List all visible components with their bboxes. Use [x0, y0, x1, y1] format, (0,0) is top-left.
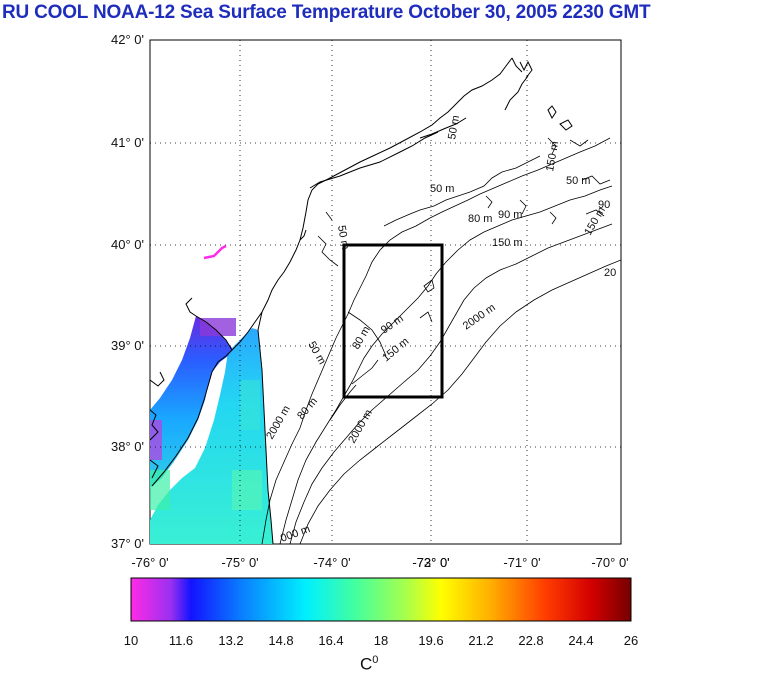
contour-label: 50 m — [566, 175, 590, 187]
colorbar-unit: C0 — [360, 654, 378, 675]
coastline — [150, 57, 573, 544]
longitude-labels: -76° 0' -75° 0' -74° 0' -73° 0' -72° 0' … — [131, 555, 628, 570]
colorbar-tick: 22.8 — [518, 633, 543, 648]
colorbar-tick: 19.6 — [418, 633, 443, 648]
lat-label: 40° 0' — [111, 237, 144, 252]
lon-label: -75° 0' — [221, 555, 258, 570]
contour-label: 90 m — [498, 209, 522, 221]
colorbar-ticks: 10 11.6 13.2 14.8 16.4 18 19.6 21.2 22.8… — [124, 633, 638, 648]
colorbar-tick: 21.2 — [468, 633, 493, 648]
colorbar-tick: 18 — [374, 633, 388, 648]
sst-patch — [240, 380, 260, 430]
lon-label: -72° 0' — [412, 555, 449, 570]
contour-label: 50 m — [446, 114, 462, 140]
unit-text: C — [360, 654, 373, 674]
sst-edge-magenta — [203, 244, 227, 260]
sst-patch — [200, 318, 236, 336]
unit-superscript: 0 — [372, 654, 379, 666]
contour-label: 150 m — [544, 140, 561, 172]
colorbar-tick: 14.8 — [268, 633, 293, 648]
lon-label: -73° 0' — [412, 555, 449, 570]
lon-label: -70° 0' — [591, 555, 628, 570]
contour-label: 20 — [604, 267, 616, 279]
sst-patch — [150, 470, 170, 510]
contour-label: 50 m — [430, 183, 454, 195]
sst-swath-delaware-bay — [150, 316, 232, 488]
bathymetry-contours — [261, 137, 621, 544]
colorbar-tick: 10 — [124, 633, 138, 648]
contour-label: 150 m — [492, 237, 523, 249]
contour-label: 90 — [598, 199, 610, 211]
lat-label: 39° 0' — [111, 338, 144, 353]
lat-label: 37° 0' — [111, 536, 144, 551]
colorbar-tick: 24.4 — [568, 633, 593, 648]
lon-label: -71° 0' — [503, 555, 540, 570]
lon-label: -74° 0' — [313, 555, 350, 570]
colorbar-tick: 16.4 — [318, 633, 343, 648]
study-area-box — [342, 243, 444, 399]
lat-label: 41° 0' — [111, 135, 144, 150]
lon-label: -76° 0' — [131, 555, 168, 570]
latitude-labels: 42° 0' 41° 0' 40° 0' 39° 0' 38° 0' 37° 0… — [111, 32, 144, 551]
colorbar — [130, 577, 632, 622]
lat-label: 42° 0' — [111, 32, 144, 47]
lat-label: 38° 0' — [111, 439, 144, 454]
map-title: RU COOL NOAA-12 Sea Surface Temperature … — [2, 2, 651, 23]
sst-patch — [150, 420, 162, 460]
colorbar-tick: 26 — [624, 633, 638, 648]
colorbar-tick: 11.6 — [169, 633, 193, 648]
colorbar-tick: 13.2 — [218, 633, 243, 648]
contour-label: 50 m — [335, 224, 351, 250]
contour-label: 80 m — [468, 213, 492, 225]
sst-patch — [232, 470, 262, 510]
